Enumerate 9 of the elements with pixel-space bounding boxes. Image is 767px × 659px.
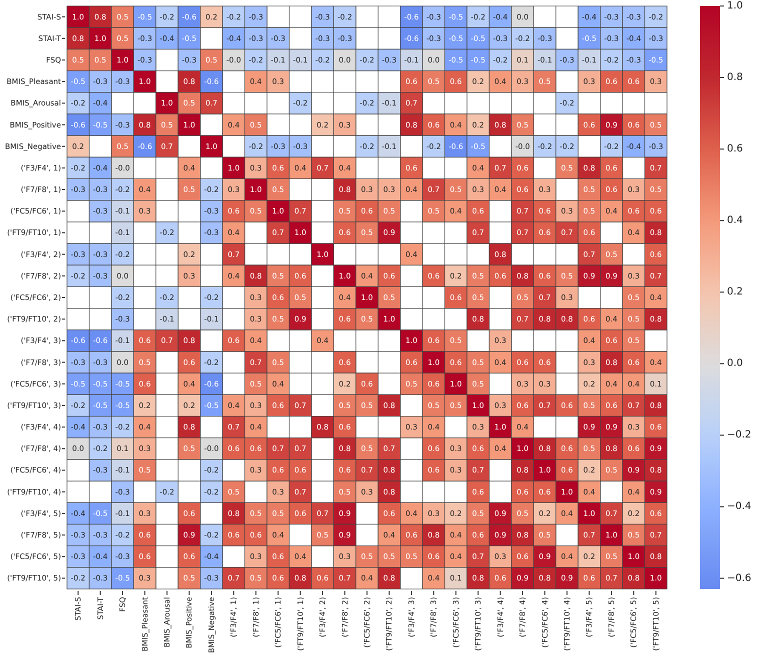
color-bar-label: 1.0	[727, 0, 743, 12]
color-bar-label: 0.2	[727, 286, 743, 298]
color-bar-label: 0.4	[727, 215, 743, 226]
color-bar-label: −0.2	[727, 430, 752, 441]
color-bar-label: −0.4	[727, 501, 752, 512]
color-bar-label: −0.6	[727, 572, 752, 584]
color-bar-label: 0.8	[727, 72, 743, 84]
color-bar-label: 0.0	[727, 358, 743, 370]
color-bar-label: 0.6	[727, 144, 743, 155]
